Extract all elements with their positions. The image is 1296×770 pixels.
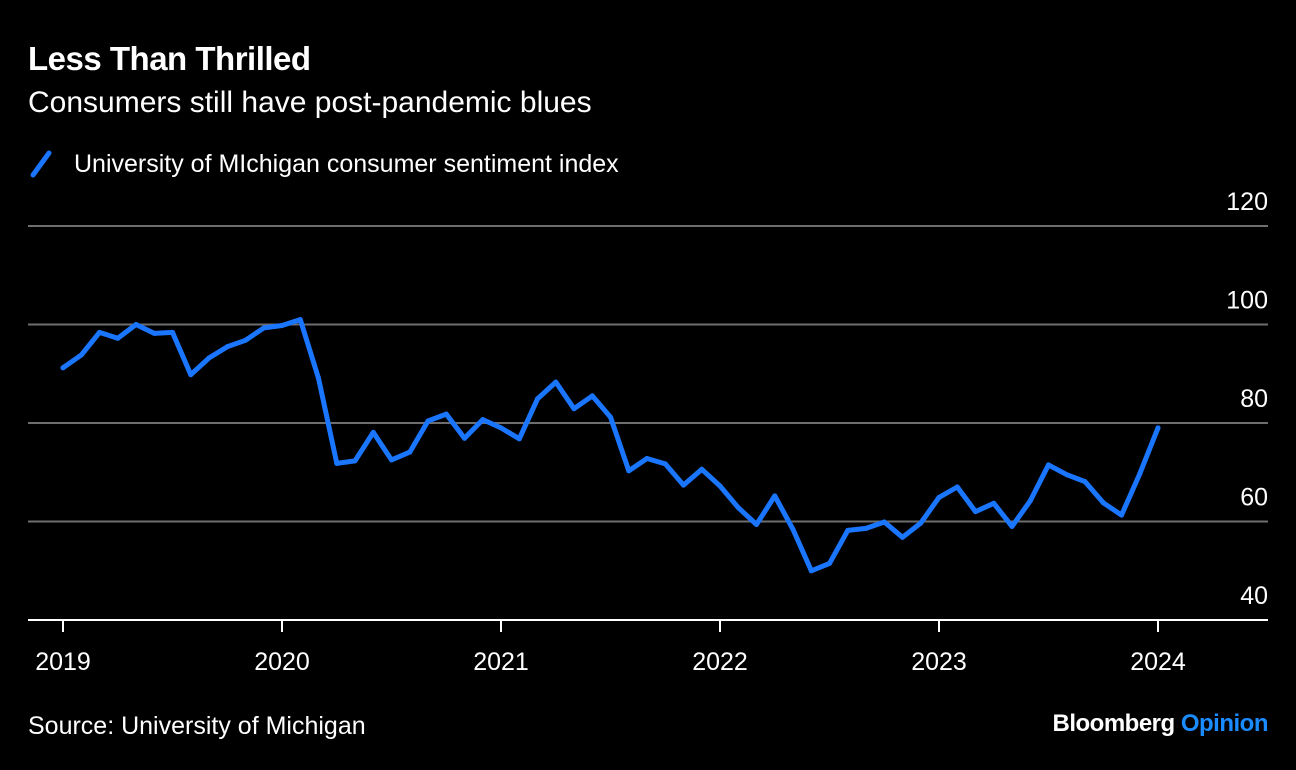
data-point (389, 457, 394, 463)
data-point (115, 335, 121, 341)
data-point (1100, 500, 1106, 506)
chart-title: Less Than Thrilled (28, 40, 311, 77)
brand-logo: Bloomberg Opinion (1053, 710, 1269, 738)
data-point (918, 520, 924, 526)
chart-subtitle: Consumers still have post-pandemic blues (28, 86, 592, 119)
data-point (480, 417, 486, 423)
data-point (78, 352, 84, 358)
data-point (699, 466, 705, 472)
source-note: Source: University of Michigan (28, 712, 366, 740)
x-tick-label: 2020 (254, 648, 310, 676)
data-point (1064, 472, 1070, 478)
data-point (954, 484, 960, 490)
data-point (1027, 498, 1033, 504)
data-point (589, 393, 595, 399)
y-tick-label: 40 (1240, 582, 1268, 610)
data-point (279, 323, 285, 328)
data-point (845, 527, 851, 533)
data-point (352, 458, 358, 464)
data-point (535, 396, 540, 402)
data-point (224, 344, 230, 350)
data-point (151, 330, 157, 336)
data-point (608, 414, 613, 420)
data-point (425, 418, 431, 424)
data-point (973, 509, 978, 515)
x-tick-label: 2023 (911, 648, 967, 676)
x-tick-label: 2019 (35, 648, 91, 676)
data-point (1046, 462, 1051, 468)
data-point (754, 522, 759, 527)
data-point (316, 375, 321, 381)
data-point (407, 449, 413, 455)
data-point (1009, 523, 1015, 529)
legend-label: University of MIchigan consumer sentimen… (74, 149, 619, 178)
data-point (808, 568, 814, 574)
data-point (991, 500, 997, 506)
data-point (297, 317, 303, 323)
data-point (681, 482, 686, 488)
x-tick-label: 2024 (1130, 648, 1186, 676)
data-point (900, 534, 905, 540)
data-point (334, 460, 340, 466)
data-point (717, 483, 723, 489)
data-point (60, 365, 66, 371)
y-tick-label: 60 (1240, 484, 1268, 512)
data-point (827, 560, 832, 566)
legend-swatch-icon (30, 150, 52, 178)
data-point (97, 329, 102, 335)
data-point (790, 526, 796, 532)
data-point (370, 429, 376, 435)
x-tick-label: 2021 (473, 648, 529, 676)
data-point (772, 493, 778, 499)
x-tick-label: 2022 (692, 648, 748, 676)
data-point (206, 355, 212, 361)
data-point (243, 337, 248, 343)
data-point (1155, 425, 1161, 431)
data-point (133, 322, 139, 327)
data-point (462, 435, 467, 441)
legend: University of MIchigan consumer sentimen… (30, 146, 619, 182)
data-point (1119, 512, 1124, 518)
brand-suffix: Opinion (1180, 710, 1269, 737)
data-point (553, 379, 559, 385)
data-point (188, 372, 194, 378)
y-axis: 40 60 80 100 120 (1226, 188, 1268, 610)
data-point (571, 406, 577, 412)
data-point (662, 461, 668, 467)
data-point (881, 519, 887, 525)
data-point (1137, 471, 1143, 477)
x-axis: 2019 2020 2021 2022 2023 2024 (28, 619, 1268, 676)
data-point (516, 436, 522, 442)
series-line (60, 317, 1161, 574)
data-point (863, 525, 869, 531)
y-tick-label: 120 (1226, 188, 1268, 216)
data-point (1082, 479, 1088, 485)
y-tick-label: 80 (1240, 385, 1268, 413)
data-point (498, 425, 504, 431)
data-point (170, 329, 175, 335)
data-point (644, 456, 650, 461)
data-point (936, 494, 942, 500)
brand-name: Bloomberg (1052, 710, 1176, 737)
data-point (261, 325, 267, 331)
series-layer (60, 317, 1161, 574)
data-point (443, 411, 449, 417)
data-point (626, 468, 632, 474)
data-point (735, 505, 741, 511)
gridlines (28, 225, 1268, 523)
y-tick-label: 100 (1226, 287, 1268, 315)
